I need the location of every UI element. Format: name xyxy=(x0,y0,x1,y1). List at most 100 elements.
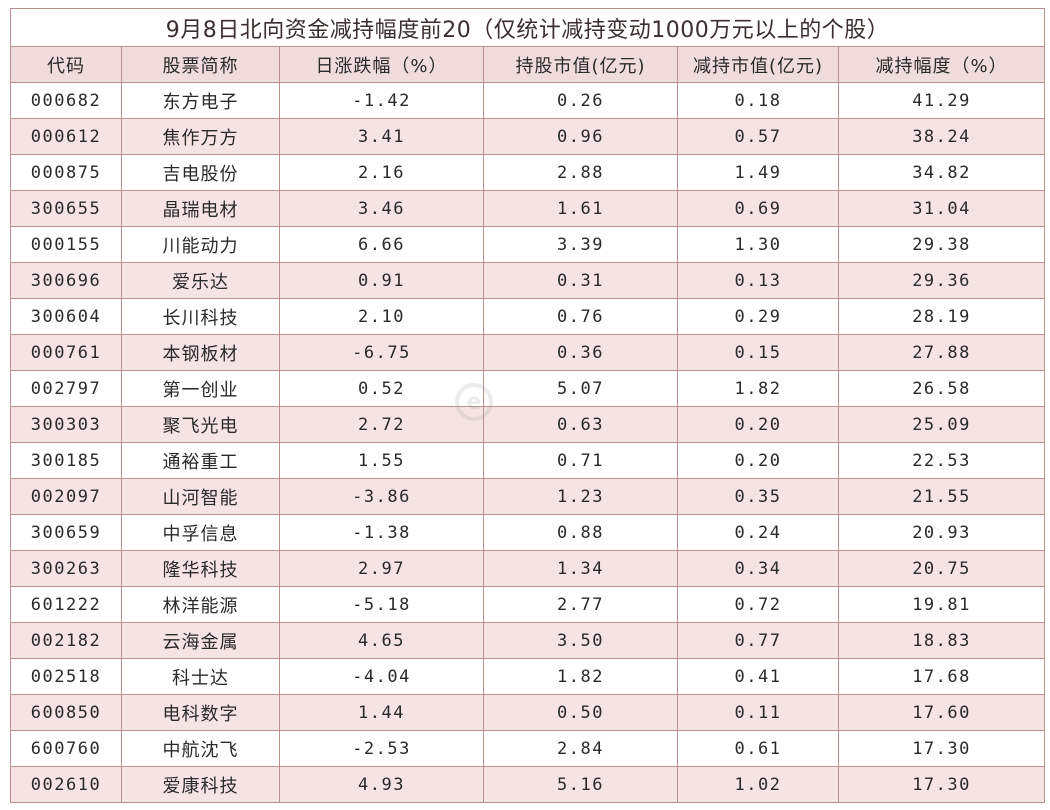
cell-name: 聚飞光电 xyxy=(121,406,280,443)
cell-holding-value: 3.50 xyxy=(483,622,678,659)
cell-holding-value: 5.16 xyxy=(483,766,678,803)
cell-name: 川能动力 xyxy=(121,226,280,263)
cell-name: 第一创业 xyxy=(121,370,280,407)
cell-holding-value: 5.07 xyxy=(483,370,678,407)
table-container: 9月8日北向资金减持幅度前20（仅统计减持变动1000万元以上的个股） 代码 股… xyxy=(9,8,1046,803)
cell-daily-change: -3.86 xyxy=(279,478,484,515)
cell-holding-value: 1.61 xyxy=(483,190,678,227)
cell-reduction-value: 1.49 xyxy=(677,154,839,191)
table-row: 300659 中孚信息 -1.38 0.88 0.24 20.93 xyxy=(10,514,1046,551)
cell-name: 隆华科技 xyxy=(121,550,280,587)
table-title: 9月8日北向资金减持幅度前20（仅统计减持变动1000万元以上的个股） xyxy=(9,8,1046,47)
cell-daily-change: 1.55 xyxy=(279,442,484,479)
cell-code: 000682 xyxy=(10,82,122,119)
cell-holding-value: 0.76 xyxy=(483,298,678,335)
table-row: 300696 爱乐达 0.91 0.31 0.13 29.36 xyxy=(10,262,1046,299)
table-body: 000682 东方电子 -1.42 0.26 0.18 41.29 000612 焦作万方 3.… xyxy=(10,82,1046,803)
cell-reduction-pct: 29.36 xyxy=(837,262,1046,299)
table-row: 300655 晶瑞电材 3.46 1.61 0.69 31.04 xyxy=(10,190,1046,227)
table-row: 002097 山河智能 -3.86 1.23 0.35 21.55 xyxy=(10,478,1046,515)
table-row: 600850 电科数字 1.44 0.50 0.11 17.60 xyxy=(10,694,1046,731)
cell-reduction-pct: 21.55 xyxy=(837,478,1046,515)
cell-reduction-value: 0.57 xyxy=(677,118,839,155)
cell-holding-value: 0.63 xyxy=(483,406,678,443)
cell-daily-change: -1.42 xyxy=(279,82,484,119)
header-reduction-pct: 减持幅度（%） xyxy=(837,46,1046,83)
cell-holding-value: 0.31 xyxy=(483,262,678,299)
cell-code: 002797 xyxy=(10,370,122,407)
cell-daily-change: 2.10 xyxy=(279,298,484,335)
cell-code: 300655 xyxy=(10,190,122,227)
cell-reduction-pct: 29.38 xyxy=(837,226,1046,263)
cell-code: 002182 xyxy=(10,622,122,659)
cell-daily-change: 1.44 xyxy=(279,694,484,731)
cell-name: 林洋能源 xyxy=(121,586,280,623)
header-name: 股票简称 xyxy=(121,46,280,83)
cell-reduction-value: 0.20 xyxy=(677,442,839,479)
cell-daily-change: 2.72 xyxy=(279,406,484,443)
cell-reduction-value: 0.35 xyxy=(677,478,839,515)
cell-daily-change: 4.65 xyxy=(279,622,484,659)
cell-reduction-value: 0.77 xyxy=(677,622,839,659)
cell-reduction-pct: 34.82 xyxy=(837,154,1046,191)
table-row: 601222 林洋能源 -5.18 2.77 0.72 19.81 xyxy=(10,586,1046,623)
cell-holding-value: 1.23 xyxy=(483,478,678,515)
cell-daily-change: -5.18 xyxy=(279,586,484,623)
table-row: 600760 中航沈飞 -2.53 2.84 0.61 17.30 xyxy=(10,730,1046,767)
cell-holding-value: 1.82 xyxy=(483,658,678,695)
cell-daily-change: 2.16 xyxy=(279,154,484,191)
cell-reduction-value: 1.02 xyxy=(677,766,839,803)
header-code: 代码 xyxy=(10,46,122,83)
cell-daily-change: -6.75 xyxy=(279,334,484,371)
cell-reduction-value: 0.18 xyxy=(677,82,839,119)
cell-daily-change: -2.53 xyxy=(279,730,484,767)
cell-code: 300185 xyxy=(10,442,122,479)
cell-daily-change: -1.38 xyxy=(279,514,484,551)
cell-holding-value: 1.34 xyxy=(483,550,678,587)
cell-reduction-pct: 27.88 xyxy=(837,334,1046,371)
cell-holding-value: 2.84 xyxy=(483,730,678,767)
cell-code: 300303 xyxy=(10,406,122,443)
cell-reduction-value: 0.15 xyxy=(677,334,839,371)
cell-reduction-value: 0.24 xyxy=(677,514,839,551)
cell-code: 000761 xyxy=(10,334,122,371)
cell-reduction-value: 0.41 xyxy=(677,658,839,695)
table-row: 300303 聚飞光电 2.72 0.63 0.20 25.09 xyxy=(10,406,1046,443)
cell-reduction-pct: 25.09 xyxy=(837,406,1046,443)
cell-daily-change: 0.91 xyxy=(279,262,484,299)
cell-holding-value: 0.26 xyxy=(483,82,678,119)
cell-name: 科士达 xyxy=(121,658,280,695)
cell-holding-value: 0.36 xyxy=(483,334,678,371)
cell-code: 601222 xyxy=(10,586,122,623)
cell-name: 爱乐达 xyxy=(121,262,280,299)
cell-code: 300604 xyxy=(10,298,122,335)
table-row: 002518 科士达 -4.04 1.82 0.41 17.68 xyxy=(10,658,1046,695)
cell-name: 本钢板材 xyxy=(121,334,280,371)
cell-holding-value: 0.96 xyxy=(483,118,678,155)
cell-reduction-value: 0.69 xyxy=(677,190,839,227)
cell-daily-change: 4.93 xyxy=(279,766,484,803)
cell-reduction-pct: 18.83 xyxy=(837,622,1046,659)
table-row: 300185 通裕重工 1.55 0.71 0.20 22.53 xyxy=(10,442,1046,479)
cell-reduction-pct: 41.29 xyxy=(837,82,1046,119)
cell-name: 焦作万方 xyxy=(121,118,280,155)
table-row: 000761 本钢板材 -6.75 0.36 0.15 27.88 xyxy=(10,334,1046,371)
cell-code: 000875 xyxy=(10,154,122,191)
cell-code: 600760 xyxy=(10,730,122,767)
cell-code: 002610 xyxy=(10,766,122,803)
cell-holding-value: 3.39 xyxy=(483,226,678,263)
cell-daily-change: 2.97 xyxy=(279,550,484,587)
cell-reduction-pct: 20.93 xyxy=(837,514,1046,551)
table-row: 002797 第一创业 0.52 5.07 1.82 26.58 xyxy=(10,370,1046,407)
cell-holding-value: 2.77 xyxy=(483,586,678,623)
cell-daily-change: 0.52 xyxy=(279,370,484,407)
cell-reduction-value: 1.30 xyxy=(677,226,839,263)
cell-daily-change: -4.04 xyxy=(279,658,484,695)
cell-reduction-pct: 22.53 xyxy=(837,442,1046,479)
cell-reduction-value: 0.20 xyxy=(677,406,839,443)
cell-reduction-pct: 17.30 xyxy=(837,766,1046,803)
cell-name: 中航沈飞 xyxy=(121,730,280,767)
header-reduction-value: 减持市值(亿元) xyxy=(677,46,839,83)
cell-daily-change: 6.66 xyxy=(279,226,484,263)
cell-name: 长川科技 xyxy=(121,298,280,335)
